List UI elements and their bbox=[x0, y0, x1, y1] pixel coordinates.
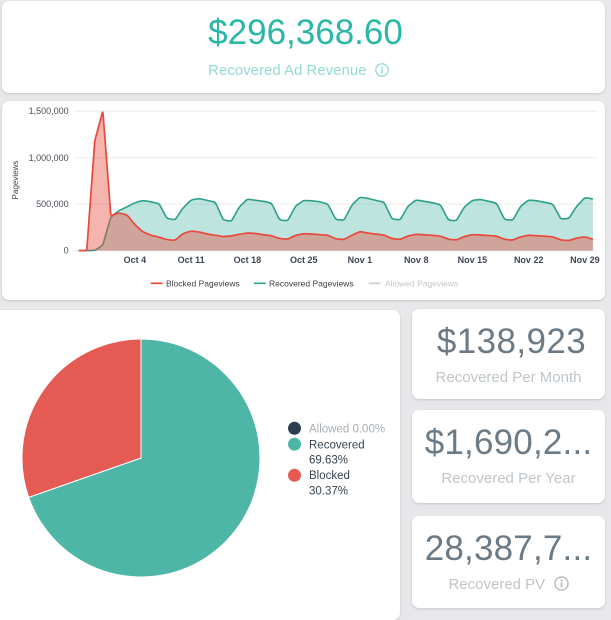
svg-text:Blocked Pageviews: Blocked Pageviews bbox=[166, 278, 240, 288]
svg-text:Oct 18: Oct 18 bbox=[234, 255, 262, 265]
svg-text:Nov 15: Nov 15 bbox=[458, 255, 488, 265]
svg-text:Pageviews: Pageviews bbox=[11, 161, 20, 200]
svg-text:Nov 22: Nov 22 bbox=[514, 255, 544, 265]
svg-text:1,000,000: 1,000,000 bbox=[29, 153, 69, 163]
svg-text:Oct 4: Oct 4 bbox=[124, 255, 147, 265]
svg-text:500,000: 500,000 bbox=[36, 199, 69, 209]
svg-text:Recovered: Recovered bbox=[309, 439, 365, 451]
svg-text:Oct 11: Oct 11 bbox=[178, 255, 205, 265]
svg-text:Allowed 0.00%: Allowed 0.00% bbox=[309, 424, 385, 436]
svg-text:69.63%: 69.63% bbox=[309, 455, 348, 467]
svg-text:Nov 29: Nov 29 bbox=[570, 255, 600, 265]
svg-text:Blocked: Blocked bbox=[309, 470, 350, 482]
svg-text:1,500,000: 1,500,000 bbox=[29, 106, 69, 116]
svg-text:Nov 8: Nov 8 bbox=[404, 255, 429, 265]
svg-text:0: 0 bbox=[64, 246, 69, 256]
svg-text:Oct 25: Oct 25 bbox=[290, 255, 318, 265]
svg-text:Allowed Pageviews: Allowed Pageviews bbox=[385, 278, 458, 288]
svg-text:30.37%: 30.37% bbox=[309, 486, 348, 498]
svg-text:Recovered Pageviews: Recovered Pageviews bbox=[269, 278, 354, 288]
svg-text:Nov 1: Nov 1 bbox=[348, 255, 373, 265]
